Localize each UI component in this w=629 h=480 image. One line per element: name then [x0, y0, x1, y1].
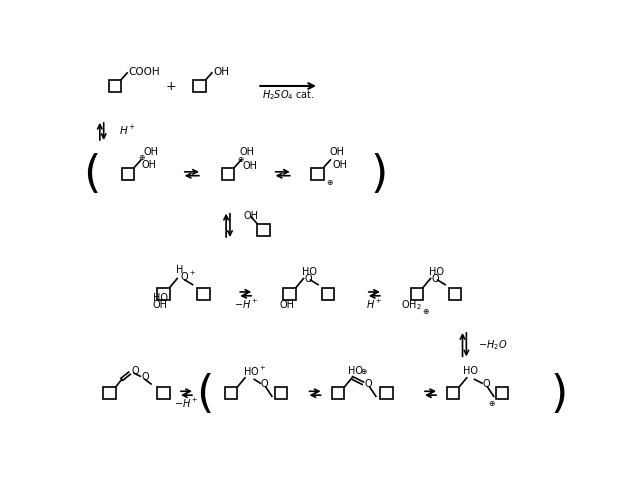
- Bar: [322, 288, 334, 300]
- Text: OH: OH: [153, 299, 168, 309]
- Text: $- H^+$: $- H^+$: [174, 396, 199, 409]
- Bar: [381, 387, 393, 399]
- Text: ): ): [370, 153, 387, 196]
- Text: OH: OH: [279, 299, 294, 309]
- Bar: [103, 387, 116, 399]
- Text: $- H_2O$: $- H_2O$: [478, 337, 508, 351]
- Text: HO: HO: [463, 365, 478, 375]
- Bar: [275, 387, 287, 399]
- Bar: [193, 81, 206, 93]
- Text: OH: OH: [240, 146, 255, 156]
- Text: OH: OH: [143, 146, 159, 156]
- Text: O: O: [431, 274, 439, 284]
- Text: $\oplus$: $\oplus$: [138, 153, 146, 162]
- Text: COOH: COOH: [129, 66, 160, 76]
- Text: OH$_2$: OH$_2$: [401, 298, 421, 311]
- Text: HO: HO: [429, 266, 444, 276]
- Text: O$^+$: O$^+$: [179, 269, 196, 282]
- Text: $\oplus$: $\oplus$: [360, 366, 368, 375]
- Text: +: +: [166, 80, 176, 93]
- Text: OH: OH: [330, 146, 345, 156]
- Text: H: H: [176, 264, 183, 275]
- Bar: [411, 288, 423, 300]
- Text: HO: HO: [153, 292, 168, 302]
- Bar: [257, 224, 270, 237]
- Text: (: (: [83, 153, 101, 196]
- Text: O: O: [131, 365, 138, 375]
- Text: O: O: [482, 378, 490, 388]
- Bar: [449, 288, 461, 300]
- Bar: [157, 387, 170, 399]
- Text: O: O: [260, 378, 268, 388]
- Text: ): ): [550, 372, 568, 415]
- Text: OH: OH: [213, 66, 230, 76]
- Bar: [284, 288, 296, 300]
- Bar: [447, 387, 459, 399]
- Text: OH: OH: [243, 161, 258, 171]
- Text: OH: OH: [142, 159, 157, 169]
- Bar: [496, 387, 508, 399]
- Bar: [157, 288, 170, 300]
- Text: HO: HO: [348, 365, 363, 375]
- Text: $\oplus$: $\oplus$: [487, 398, 495, 407]
- Text: OH: OH: [333, 159, 348, 169]
- Text: $- H^+$: $- H^+$: [233, 297, 258, 310]
- Text: $\oplus$: $\oplus$: [237, 155, 245, 164]
- Bar: [222, 168, 234, 180]
- Bar: [198, 288, 209, 300]
- Text: $\oplus$: $\oplus$: [422, 307, 430, 316]
- Text: $H^+$: $H^+$: [119, 124, 136, 137]
- Text: HO$^+$: HO$^+$: [243, 364, 267, 377]
- Text: (: (: [196, 372, 214, 415]
- Bar: [311, 168, 323, 180]
- Text: O: O: [304, 274, 312, 284]
- Bar: [332, 387, 344, 399]
- Text: O: O: [364, 378, 372, 388]
- Text: $H_2SO_4$ cat.: $H_2SO_4$ cat.: [262, 87, 314, 101]
- Text: $H^+$: $H^+$: [366, 297, 382, 310]
- Bar: [109, 81, 121, 93]
- Text: O: O: [141, 372, 148, 382]
- Bar: [122, 168, 134, 180]
- Bar: [225, 387, 237, 399]
- Text: OH: OH: [243, 210, 259, 220]
- Text: $\oplus$: $\oplus$: [326, 178, 333, 187]
- Text: HO: HO: [302, 266, 317, 276]
